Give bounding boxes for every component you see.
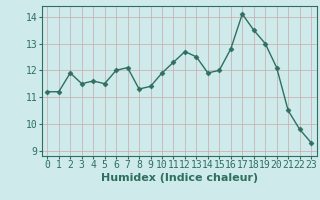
X-axis label: Humidex (Indice chaleur): Humidex (Indice chaleur) [100, 173, 258, 183]
